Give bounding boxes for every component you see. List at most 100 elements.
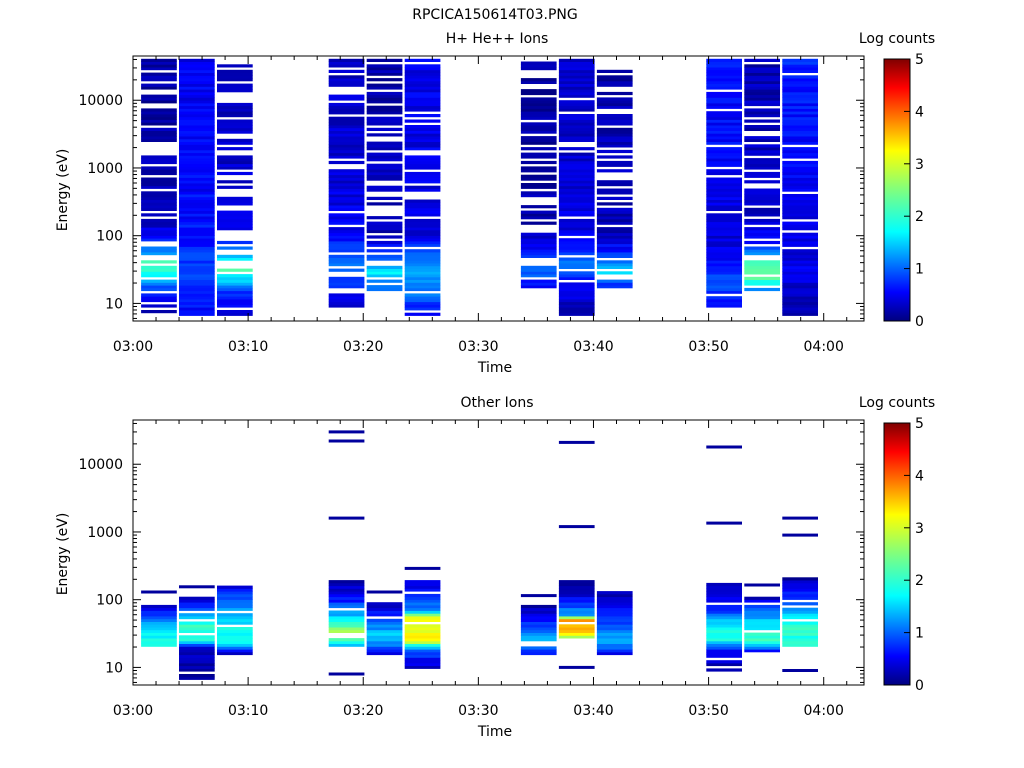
heatmap-cell bbox=[217, 213, 253, 217]
heatmap-cell bbox=[520, 91, 557, 96]
heatmap-cell bbox=[179, 271, 215, 275]
heatmap-cell bbox=[141, 61, 177, 65]
heatmap-cell bbox=[706, 141, 742, 145]
heatmap-cell bbox=[328, 640, 365, 644]
colorbar-tick-label: 5 bbox=[915, 416, 924, 432]
heatmap-cell bbox=[217, 621, 253, 625]
heatmap-cell bbox=[782, 290, 818, 294]
heatmap-cell bbox=[744, 649, 780, 653]
heatmap-cell bbox=[744, 102, 780, 107]
heatmap-cell bbox=[179, 171, 215, 176]
heatmap-cell bbox=[179, 196, 215, 200]
heatmap-cell bbox=[706, 169, 742, 173]
heatmap-cell bbox=[179, 122, 215, 126]
heatmap-cell bbox=[706, 152, 742, 156]
heatmap-cell bbox=[596, 141, 633, 145]
heatmap-cell bbox=[366, 83, 403, 87]
heatmap-cell bbox=[141, 229, 177, 234]
heatmap-cell bbox=[328, 257, 365, 261]
heatmap-cell bbox=[217, 160, 253, 165]
heatmap-cell bbox=[744, 276, 780, 280]
heatmap-cell bbox=[520, 240, 557, 245]
heatmap-cell bbox=[179, 668, 215, 672]
heatmap-cell bbox=[558, 147, 595, 151]
heatmap-cell bbox=[744, 240, 780, 245]
colorbar-tick-label: 0 bbox=[915, 314, 924, 330]
heatmap-cell bbox=[706, 618, 742, 622]
heatmap-cell bbox=[558, 202, 595, 206]
heatmap-cell bbox=[179, 199, 215, 203]
heatmap-cell bbox=[782, 593, 818, 598]
heatmap-cell bbox=[706, 596, 742, 600]
heatmap-cell bbox=[217, 588, 253, 592]
heatmap-cell bbox=[404, 254, 441, 258]
heatmap-cell bbox=[596, 97, 633, 101]
heatmap-cell bbox=[179, 207, 215, 211]
heatmap-cell bbox=[744, 67, 780, 71]
heatmap-cells bbox=[141, 430, 818, 680]
colorbar-tick-label: 3 bbox=[915, 521, 924, 537]
heatmap-cell bbox=[706, 624, 742, 628]
heatmap-cell bbox=[404, 188, 441, 192]
heatmap-cell bbox=[706, 177, 742, 181]
heatmap-cell bbox=[706, 138, 742, 142]
heatmap-cell bbox=[404, 221, 441, 225]
heatmap-cell bbox=[366, 627, 403, 631]
heatmap-cell bbox=[744, 616, 780, 620]
panel-other-ions: Other Ions Time Energy (eV) 03:00 03:10 03… bbox=[55, 395, 865, 740]
heatmap-cell bbox=[179, 119, 215, 123]
heatmap-cell bbox=[179, 240, 215, 245]
heatmap-cell bbox=[217, 141, 253, 145]
heatmap-cell bbox=[558, 210, 595, 214]
x-tick-label: 03:00 bbox=[113, 339, 153, 355]
heatmap-cell bbox=[179, 252, 215, 256]
heatmap-cell bbox=[141, 111, 177, 115]
heatmap-cell bbox=[782, 94, 818, 98]
heatmap-cell bbox=[782, 177, 818, 181]
colorbar-tick-label: 2 bbox=[915, 573, 924, 589]
heatmap-cell bbox=[141, 227, 177, 231]
heatmap-cell bbox=[217, 613, 253, 617]
heatmap-cell bbox=[558, 591, 595, 595]
heatmap-cell bbox=[596, 133, 633, 137]
heatmap-cell bbox=[744, 632, 780, 636]
heatmap-cell bbox=[179, 213, 215, 217]
heatmap-cell bbox=[141, 199, 177, 203]
heatmap-cell bbox=[782, 243, 818, 247]
heatmap-cell bbox=[366, 91, 403, 96]
colorbar-label: Log counts bbox=[859, 31, 935, 47]
heatmap-cell bbox=[141, 640, 177, 644]
heatmap-cell bbox=[179, 274, 215, 278]
heatmap-cell bbox=[179, 596, 215, 600]
heatmap-cell bbox=[706, 282, 742, 286]
heatmap-cell bbox=[782, 188, 818, 192]
heatmap-cell bbox=[328, 285, 365, 289]
heatmap-cell bbox=[328, 160, 365, 165]
heatmap-cell bbox=[404, 232, 441, 236]
heatmap-cell bbox=[706, 58, 742, 62]
heatmap-cell bbox=[706, 582, 742, 587]
heatmap-cell bbox=[744, 621, 780, 625]
heatmap-cell bbox=[328, 80, 365, 84]
heatmap-cell bbox=[558, 136, 595, 140]
heatmap-cell bbox=[520, 221, 557, 225]
heatmap-cell bbox=[782, 160, 818, 165]
heatmap-cell bbox=[706, 86, 742, 90]
heatmap-cell bbox=[141, 260, 177, 264]
heatmap-cell bbox=[366, 67, 403, 71]
heatmap-cell bbox=[596, 260, 633, 264]
heatmap-cell bbox=[558, 166, 595, 170]
heatmap-cell bbox=[558, 274, 595, 278]
heatmap-cell bbox=[404, 249, 441, 253]
heatmap-cell bbox=[782, 97, 818, 101]
heatmap-cell bbox=[782, 602, 818, 606]
heatmap-cell bbox=[366, 646, 403, 650]
heatmap-cell bbox=[782, 149, 818, 154]
heatmap-cell bbox=[366, 607, 403, 611]
heatmap-cell bbox=[558, 69, 595, 73]
heatmap-cell bbox=[141, 629, 177, 633]
heatmap-cell bbox=[596, 616, 633, 620]
heatmap-cell bbox=[596, 213, 633, 217]
heatmap-cell bbox=[217, 227, 253, 231]
heatmap-cell bbox=[706, 290, 742, 294]
